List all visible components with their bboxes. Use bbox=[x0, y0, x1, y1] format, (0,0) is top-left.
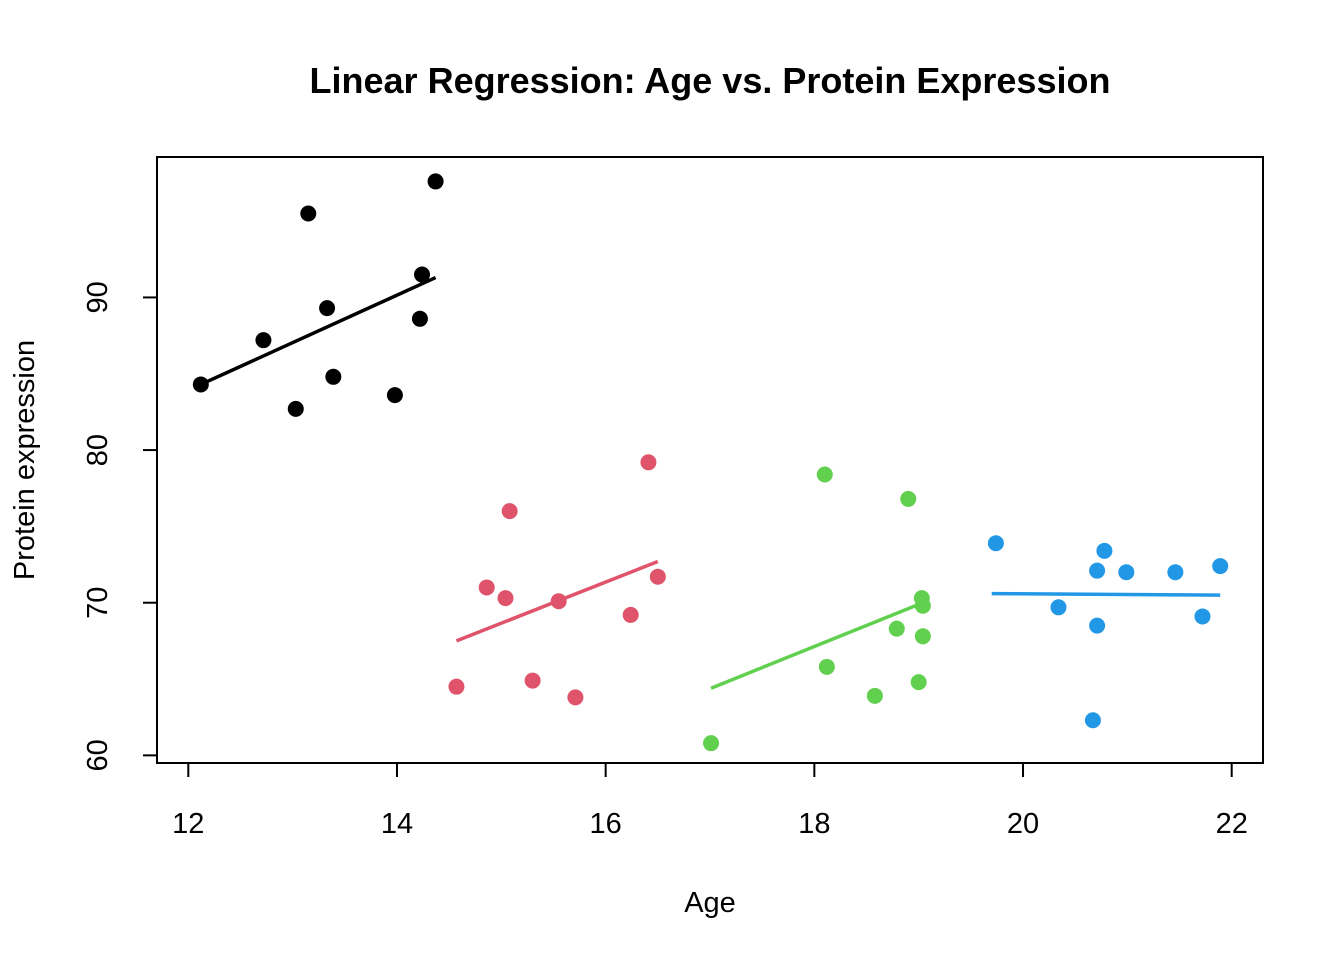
x-tick-label: 14 bbox=[381, 808, 413, 840]
data-point bbox=[1089, 617, 1106, 634]
regression-line bbox=[991, 591, 1221, 597]
data-point bbox=[1084, 712, 1101, 729]
data-point bbox=[703, 735, 720, 752]
data-point bbox=[255, 332, 272, 349]
data-point bbox=[816, 466, 833, 483]
y-tick-label: 80 bbox=[82, 434, 114, 466]
regression-line bbox=[200, 275, 437, 387]
regression-line bbox=[710, 601, 924, 690]
y-axis: 60 70 80 90 bbox=[82, 281, 158, 772]
data-point bbox=[910, 674, 927, 691]
data-point bbox=[1096, 542, 1113, 559]
x-axis-label: Age bbox=[684, 887, 736, 919]
series-layer bbox=[192, 173, 1229, 752]
data-point bbox=[192, 376, 209, 393]
data-point bbox=[325, 368, 342, 385]
plot-frame bbox=[156, 156, 1264, 764]
data-point bbox=[386, 387, 403, 404]
data-point bbox=[1089, 562, 1106, 579]
data-point bbox=[818, 658, 835, 675]
data-point bbox=[914, 597, 931, 614]
data-point bbox=[987, 535, 1004, 552]
data-point bbox=[501, 503, 518, 520]
data-point bbox=[640, 454, 657, 471]
y-tick-label: 90 bbox=[82, 281, 114, 313]
y-tick-label: 70 bbox=[82, 587, 114, 619]
series-group bbox=[448, 454, 666, 706]
data-point bbox=[1167, 564, 1184, 581]
x-tick-label: 12 bbox=[172, 808, 204, 840]
x-tick-label: 22 bbox=[1216, 808, 1248, 840]
data-point bbox=[866, 687, 883, 704]
data-point bbox=[900, 490, 917, 507]
data-point bbox=[427, 173, 444, 190]
data-point bbox=[649, 568, 666, 585]
series-group bbox=[703, 466, 931, 752]
data-point bbox=[1118, 564, 1135, 581]
x-axis: 12 14 16 18 20 22 bbox=[172, 762, 1248, 840]
data-point bbox=[319, 300, 336, 317]
data-point bbox=[567, 689, 584, 706]
y-tick-label: 60 bbox=[82, 739, 114, 771]
chart-title: Linear Regression: Age vs. Protein Expre… bbox=[310, 60, 1111, 101]
data-point bbox=[622, 606, 639, 623]
data-point bbox=[478, 579, 495, 596]
data-point bbox=[914, 628, 931, 645]
data-point bbox=[1050, 599, 1067, 616]
x-tick-label: 16 bbox=[590, 808, 622, 840]
data-point bbox=[448, 678, 465, 695]
data-point bbox=[1194, 608, 1211, 625]
data-point bbox=[524, 672, 541, 689]
data-point bbox=[888, 620, 905, 637]
x-tick-label: 20 bbox=[1007, 808, 1039, 840]
data-point bbox=[1212, 558, 1229, 575]
y-axis-label: Protein expression bbox=[9, 340, 41, 580]
data-point bbox=[287, 400, 304, 417]
data-point bbox=[497, 590, 514, 607]
data-point bbox=[550, 593, 567, 610]
x-tick-label: 18 bbox=[798, 808, 830, 840]
data-point bbox=[414, 266, 431, 283]
data-point bbox=[300, 205, 317, 222]
data-point bbox=[411, 310, 428, 327]
series-group bbox=[192, 173, 444, 417]
series-group bbox=[987, 535, 1229, 729]
